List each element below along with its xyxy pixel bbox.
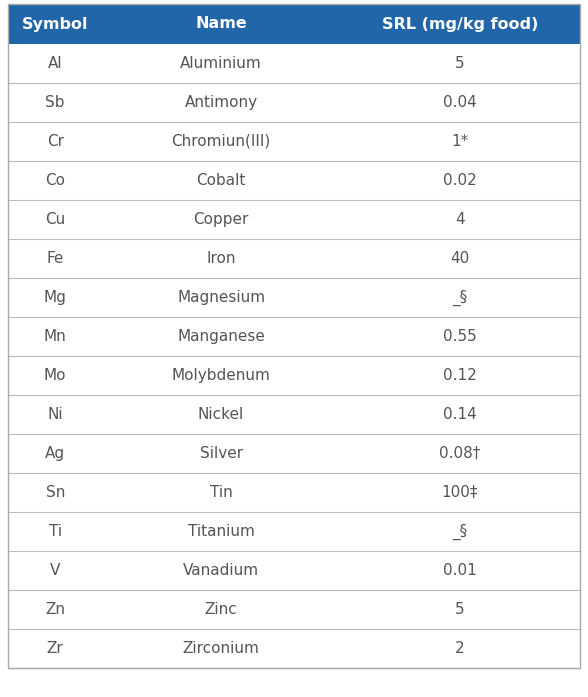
Bar (8, 200, 580, 239)
Text: 100‡: 100‡ (442, 485, 478, 500)
Bar (8, 278, 580, 317)
Text: 0.12: 0.12 (443, 368, 477, 383)
Text: Chromiun(III): Chromiun(III) (172, 134, 270, 149)
Text: Fe: Fe (46, 251, 64, 266)
Text: Mn: Mn (44, 329, 66, 344)
Text: Sb: Sb (45, 95, 65, 110)
Text: Symbol: Symbol (22, 17, 88, 31)
Text: SRL (mg/kg food): SRL (mg/kg food) (382, 17, 538, 31)
Text: Molybdenum: Molybdenum (172, 368, 270, 383)
Text: Zirconium: Zirconium (183, 641, 259, 656)
Text: Silver: Silver (199, 446, 243, 461)
Text: Vanadium: Vanadium (183, 563, 259, 578)
Text: 5: 5 (455, 602, 465, 617)
Text: Copper: Copper (193, 212, 249, 227)
Text: Zr: Zr (47, 641, 64, 656)
Text: Al: Al (48, 56, 62, 71)
Text: 5: 5 (455, 56, 465, 71)
Text: Mg: Mg (44, 290, 66, 305)
Text: 0.55: 0.55 (443, 329, 477, 344)
Text: Cr: Cr (46, 134, 64, 149)
Text: 2: 2 (455, 641, 465, 656)
Bar (8, 590, 580, 629)
Text: Nickel: Nickel (198, 407, 244, 422)
Text: Cu: Cu (45, 212, 65, 227)
Text: Magnesium: Magnesium (177, 290, 265, 305)
Text: 0.14: 0.14 (443, 407, 477, 422)
Text: Sn: Sn (45, 485, 65, 500)
Text: Ag: Ag (45, 446, 65, 461)
Bar (8, 317, 580, 356)
Text: Mo: Mo (44, 368, 66, 383)
Text: 0.02: 0.02 (443, 173, 477, 188)
Text: Name: Name (195, 17, 247, 31)
Bar (8, 4, 580, 44)
Text: Manganese: Manganese (177, 329, 265, 344)
Text: Tin: Tin (210, 485, 232, 500)
Bar (8, 356, 580, 395)
Text: Cobalt: Cobalt (196, 173, 246, 188)
Text: Antimony: Antimony (185, 95, 258, 110)
Text: V: V (50, 563, 61, 578)
Bar (8, 434, 580, 473)
Text: Zinc: Zinc (205, 602, 238, 617)
Bar (8, 512, 580, 551)
Text: 0.08†: 0.08† (439, 446, 480, 461)
Bar (8, 473, 580, 512)
Text: Zn: Zn (45, 602, 65, 617)
Bar (8, 83, 580, 122)
Text: Iron: Iron (206, 251, 236, 266)
Text: Ni: Ni (48, 407, 63, 422)
Text: _§: _§ (452, 523, 467, 539)
Bar (8, 551, 580, 590)
Text: _§: _§ (452, 289, 467, 305)
Text: 40: 40 (450, 251, 469, 266)
Text: Aluminium: Aluminium (180, 56, 262, 71)
Text: 1*: 1* (451, 134, 469, 149)
Bar (8, 122, 580, 161)
Text: 0.04: 0.04 (443, 95, 477, 110)
Bar (8, 44, 580, 83)
Bar (8, 629, 580, 668)
Text: Ti: Ti (49, 524, 62, 539)
Bar (8, 161, 580, 200)
Text: Titanium: Titanium (188, 524, 255, 539)
Bar (8, 395, 580, 434)
Text: Co: Co (45, 173, 65, 188)
Bar (8, 239, 580, 278)
Text: 0.01: 0.01 (443, 563, 477, 578)
Text: 4: 4 (455, 212, 465, 227)
